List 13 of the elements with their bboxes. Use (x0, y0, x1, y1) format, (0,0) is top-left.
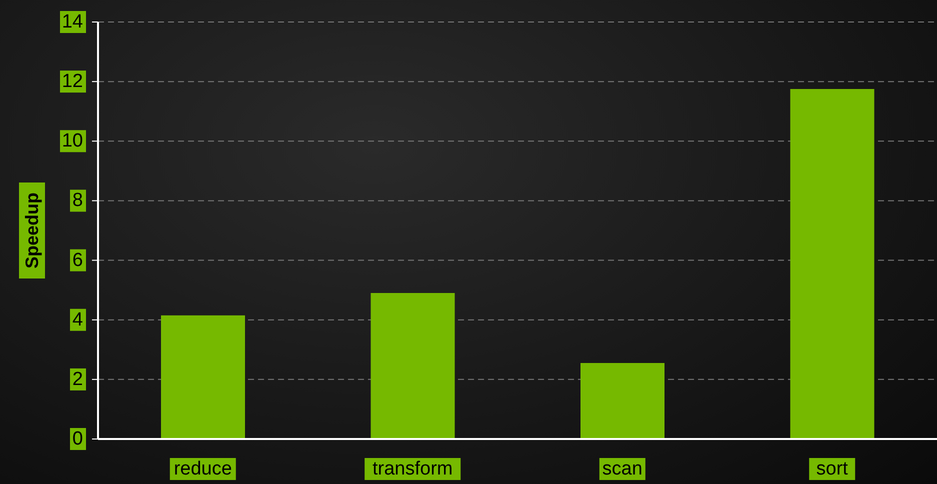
y-axis-title: Speedup (22, 192, 42, 269)
y-tick-label: 2 (72, 368, 83, 390)
y-tick-label: 0 (72, 428, 83, 450)
x-tick-label: reduce (174, 458, 232, 480)
y-tick-label: 4 (72, 309, 84, 330)
x-tick-label: sort (816, 458, 849, 480)
y-tick-label: 10 (62, 130, 83, 152)
y-tick-label: 6 (72, 250, 83, 271)
x-tick-label: scan (602, 458, 642, 480)
y-tick-label: 12 (62, 71, 83, 92)
x-tick-label: transform (372, 458, 453, 480)
y-tick-label: 8 (72, 190, 83, 212)
y-tick-label: 14 (62, 12, 84, 32)
